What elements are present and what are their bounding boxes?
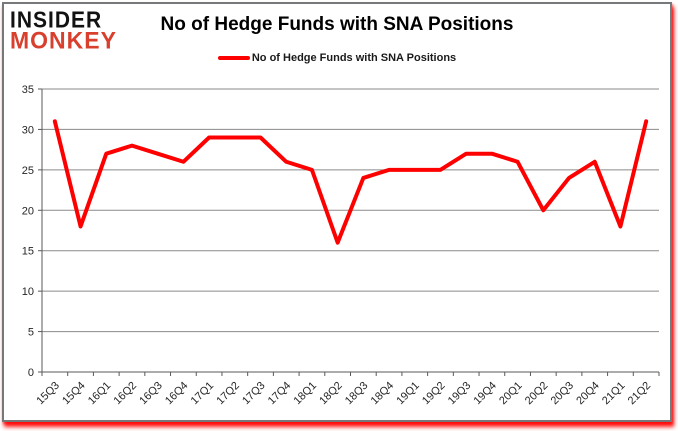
x-tick-label: 20Q1 <box>497 380 525 408</box>
x-tick-label: 18Q2 <box>317 380 345 408</box>
x-tick-label: 18Q4 <box>369 380 397 408</box>
x-tick-label: 19Q4 <box>471 380 499 408</box>
y-tick-label: 15 <box>22 246 34 258</box>
y-tick-label: 10 <box>22 286 34 298</box>
x-tick-label: 17Q4 <box>266 380 294 408</box>
x-tick-label: 16Q3 <box>137 380 165 408</box>
x-tick-label: 19Q2 <box>420 380 448 408</box>
x-tick-label: 21Q2 <box>626 380 654 408</box>
x-tick-label: 18Q1 <box>292 380 320 408</box>
x-tick-label: 17Q2 <box>214 380 242 408</box>
line-chart: 0510152025303515Q315Q416Q116Q216Q316Q417… <box>22 84 660 408</box>
y-tick-label: 20 <box>22 205 34 217</box>
chart-card: INSIDER MONKEY No of Hedge Funds with SN… <box>2 2 672 422</box>
x-tick-label: 16Q4 <box>163 380 191 408</box>
x-tick-label: 18Q3 <box>343 380 371 408</box>
data-series-line <box>52 119 649 245</box>
chart-legend: No of Hedge Funds with SNA Positions <box>4 51 670 65</box>
x-tick-label: 16Q2 <box>112 380 140 408</box>
x-tick-label: 19Q1 <box>394 380 422 408</box>
x-tick-label: 17Q1 <box>189 380 217 408</box>
x-tick-label: 21Q1 <box>600 380 628 408</box>
x-tick-label: 20Q4 <box>574 380 602 408</box>
y-tick-label: 25 <box>22 165 34 177</box>
x-tick-label: 17Q3 <box>240 380 268 408</box>
x-tick-label: 20Q3 <box>549 380 577 408</box>
legend-line-swatch <box>217 56 250 60</box>
logo-text-insider: INSIDER <box>10 8 103 33</box>
x-tick-label: 15Q4 <box>60 380 88 408</box>
y-tick-label: 30 <box>22 124 34 136</box>
legend-label: No of Hedge Funds with SNA Positions <box>251 52 457 64</box>
x-tick-label: 19Q3 <box>446 380 474 408</box>
x-tick-label: 20Q2 <box>523 380 551 408</box>
y-tick-label: 35 <box>22 84 34 96</box>
y-tick-label: 5 <box>28 327 34 339</box>
x-tick-label: 15Q3 <box>34 380 62 408</box>
chart-title: No of Hedge Funds with SNA Positions <box>160 14 514 35</box>
insider-monkey-logo: INSIDER MONKEY <box>10 8 117 54</box>
y-tick-label: 0 <box>28 367 34 379</box>
logo-text-monkey: MONKEY <box>10 26 117 54</box>
x-tick-label: 16Q1 <box>86 380 114 408</box>
